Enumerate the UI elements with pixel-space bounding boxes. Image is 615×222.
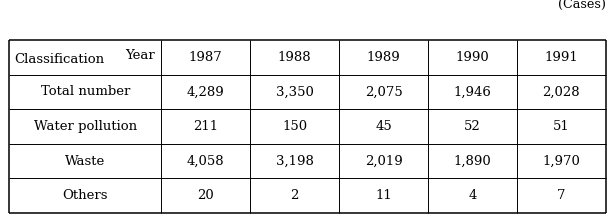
Text: 2,019: 2,019 [365, 155, 402, 168]
Text: 1,970: 1,970 [542, 155, 581, 168]
Text: 1991: 1991 [544, 51, 578, 64]
Text: 2,028: 2,028 [542, 85, 580, 98]
Text: Water pollution: Water pollution [34, 120, 137, 133]
Text: Classification: Classification [14, 53, 105, 66]
Text: 4: 4 [468, 189, 477, 202]
Text: 1,890: 1,890 [454, 155, 491, 168]
Text: 52: 52 [464, 120, 481, 133]
Text: 7: 7 [557, 189, 566, 202]
Text: 2,075: 2,075 [365, 85, 402, 98]
Text: 51: 51 [553, 120, 569, 133]
Text: 1987: 1987 [189, 51, 223, 64]
Text: 211: 211 [193, 120, 218, 133]
Text: 150: 150 [282, 120, 308, 133]
Text: 1989: 1989 [367, 51, 400, 64]
Text: 3,198: 3,198 [276, 155, 314, 168]
Text: 4,289: 4,289 [187, 85, 224, 98]
Text: 45: 45 [375, 120, 392, 133]
Text: 3,350: 3,350 [276, 85, 314, 98]
Text: 4,058: 4,058 [187, 155, 224, 168]
Text: (Cases): (Cases) [558, 0, 606, 11]
Text: Others: Others [63, 189, 108, 202]
Text: 2: 2 [290, 189, 299, 202]
Text: Total number: Total number [41, 85, 130, 98]
Text: Year: Year [125, 49, 155, 62]
Text: 1988: 1988 [278, 51, 311, 64]
Text: 11: 11 [375, 189, 392, 202]
Text: 20: 20 [197, 189, 214, 202]
Text: 1,946: 1,946 [453, 85, 491, 98]
Text: Waste: Waste [65, 155, 105, 168]
Text: 1990: 1990 [456, 51, 490, 64]
